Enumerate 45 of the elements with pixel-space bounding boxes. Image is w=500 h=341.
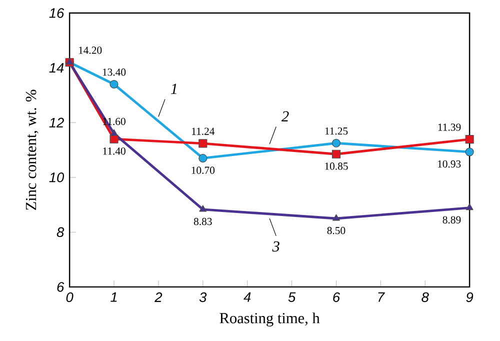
data-label: 14.20 xyxy=(78,46,102,54)
point xyxy=(466,203,474,210)
data-label: 11.39 xyxy=(438,123,461,131)
data-label: 13.40 xyxy=(102,68,126,76)
x-tick-label: 1 xyxy=(110,292,117,302)
x-tick-label: 4 xyxy=(244,292,251,302)
point xyxy=(465,147,474,156)
y-tick-label: 10 xyxy=(49,172,64,182)
y-tick-label: 8 xyxy=(56,227,64,237)
y-tick-label: 14 xyxy=(49,62,64,72)
point xyxy=(332,150,341,158)
y-axis-title: Zinc content, wt. % xyxy=(26,90,38,210)
x-tick-label: 8 xyxy=(422,292,429,302)
data-label: 8.89 xyxy=(442,216,461,224)
data-label: 11.40 xyxy=(103,147,126,155)
data-label: 11.24 xyxy=(192,128,215,135)
series-label: 3 xyxy=(272,241,280,252)
point xyxy=(110,134,118,144)
x-tick-label: 6 xyxy=(333,292,340,302)
series-label: 1 xyxy=(170,84,176,94)
series-label: 2 xyxy=(281,111,289,122)
x-tick-label: 2 xyxy=(154,292,162,302)
point xyxy=(110,129,118,136)
y-tick-label: 16 xyxy=(49,8,64,18)
y-tick-label: 12 xyxy=(49,118,64,128)
point xyxy=(465,134,474,144)
data-label: 8.83 xyxy=(194,218,212,226)
x-tick-label: 3 xyxy=(199,292,207,302)
x-axis-title: Roasting time, h xyxy=(220,312,320,326)
data-label: 10.93 xyxy=(438,160,461,168)
data-label: 10.70 xyxy=(192,166,215,174)
x-tick-label: 7 xyxy=(378,292,385,302)
point xyxy=(199,205,207,212)
point xyxy=(110,80,118,88)
x-tick-label: 5 xyxy=(288,292,296,302)
x-tick-label: 9 xyxy=(466,292,474,302)
point xyxy=(332,214,340,221)
data-label: 8.50 xyxy=(327,226,346,234)
point xyxy=(198,139,208,148)
point xyxy=(198,154,208,162)
y-tick-label: 6 xyxy=(57,282,64,292)
data-label: 10.85 xyxy=(325,162,348,170)
data-label: 11.25 xyxy=(325,127,348,135)
x-tick-label: 0 xyxy=(66,292,74,302)
point xyxy=(332,138,341,148)
